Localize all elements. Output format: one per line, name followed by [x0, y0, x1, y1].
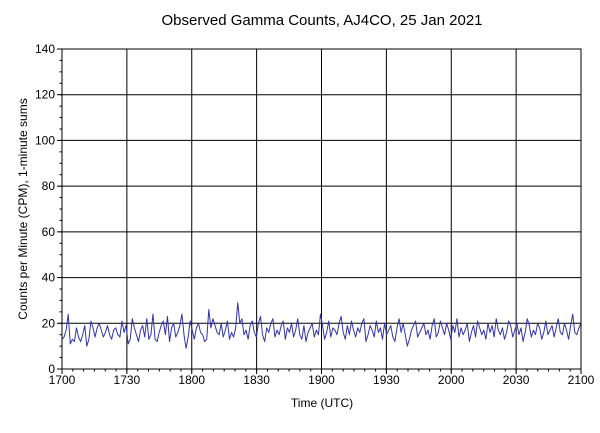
x-tick-label: 1730: [114, 373, 141, 387]
y-tick-label: 0: [48, 362, 55, 376]
grid: [62, 49, 581, 369]
x-tick-label: 2000: [438, 373, 465, 387]
x-tick-labels: 1700 1730 1800 1830 1900 1930 2000 2030 2100: [49, 373, 595, 387]
y-tick-label: 120: [35, 88, 55, 102]
y-tick-label: 20: [42, 316, 56, 330]
x-tick-label: 2030: [503, 373, 530, 387]
y-tick-labels: 0 20 40 60 80 100 120 140: [35, 42, 55, 376]
y-tick-label: 140: [35, 42, 55, 56]
x-tick-label: 2100: [568, 373, 595, 387]
x-tick-label: 1800: [178, 373, 205, 387]
axis-ticks: [57, 48, 582, 374]
x-tick-label: 1830: [243, 373, 270, 387]
x-tick-label: 1700: [49, 373, 76, 387]
x-tick-label: 1930: [373, 373, 400, 387]
series-line: [61, 302, 582, 349]
y-tick-label: 80: [42, 179, 56, 193]
y-tick-label: 40: [42, 271, 56, 285]
y-tick-label: 60: [42, 225, 56, 239]
series-layer: [61, 302, 582, 349]
y-tick-label: 100: [35, 133, 55, 147]
y-axis-label: Counts per Minute (CPM), 1-minute sums: [16, 98, 30, 319]
chart-title: Observed Gamma Counts, AJ4CO, 25 Jan 202…: [162, 12, 483, 29]
x-tick-label: 1900: [308, 373, 335, 387]
x-axis-label: Time (UTC): [291, 396, 353, 410]
